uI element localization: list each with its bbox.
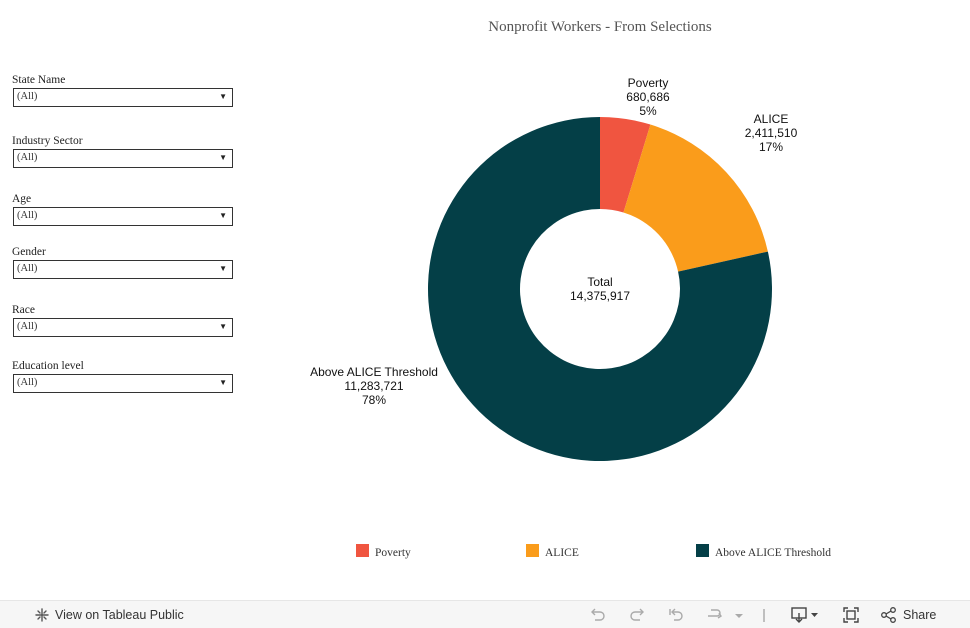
slice-label-percent: 5% bbox=[639, 104, 657, 118]
age-dropdown[interactable]: (All) ▼ bbox=[13, 207, 233, 226]
slice-label-percent: 17% bbox=[759, 140, 783, 154]
download-icon[interactable] bbox=[790, 606, 822, 624]
slice-label-value: 11,283,721 bbox=[344, 379, 403, 393]
dropdown-value: (All) bbox=[17, 377, 38, 388]
dropdown-arrow-icon: ▼ bbox=[219, 92, 227, 101]
center-total-value: 14,375,917 bbox=[570, 289, 630, 303]
share-button[interactable]: Share bbox=[903, 608, 937, 622]
filter-industry-sector: Industry Sector (All) ▼ bbox=[12, 133, 234, 168]
share-icon[interactable] bbox=[880, 606, 898, 624]
filter-label: Education level bbox=[12, 360, 84, 372]
revert-icon[interactable] bbox=[667, 606, 685, 624]
refresh-icon[interactable] bbox=[705, 606, 723, 624]
filter-label: Race bbox=[12, 304, 35, 316]
filter-state-name: State Name (All) ▼ bbox=[12, 72, 234, 107]
chart-legend: Poverty ALICE Above ALICE Threshold bbox=[0, 544, 970, 564]
filter-education-level: Education level (All) ▼ bbox=[12, 358, 234, 393]
dropdown-value: (All) bbox=[17, 210, 38, 221]
legend-label: Above ALICE Threshold bbox=[715, 547, 832, 559]
chart-title: Nonprofit Workers - From Selections bbox=[488, 19, 712, 35]
slice-label-percent: 78% bbox=[362, 393, 386, 407]
fullscreen-icon[interactable] bbox=[842, 606, 860, 624]
legend-swatch-above-alice bbox=[696, 544, 709, 557]
dropdown-arrow-icon: ▼ bbox=[219, 378, 227, 387]
pause-dropdown-icon[interactable] bbox=[733, 606, 745, 624]
slice-label-value: 2,411,510 bbox=[745, 126, 798, 140]
filter-age: Age (All) ▼ bbox=[12, 191, 234, 226]
center-label: Total bbox=[587, 275, 612, 289]
filter-label: Age bbox=[12, 193, 32, 205]
slice-label-name: ALICE bbox=[754, 112, 789, 126]
donut-slice-alice[interactable] bbox=[623, 124, 768, 272]
dropdown-arrow-icon: ▼ bbox=[219, 264, 227, 273]
slice-label-name: Above ALICE Threshold bbox=[310, 365, 438, 379]
dropdown-value: (All) bbox=[17, 91, 38, 102]
tableau-toolbar: View on Tableau Public Share bbox=[0, 600, 970, 628]
dropdown-arrow-icon: ▼ bbox=[219, 211, 227, 220]
slice-label-name: Poverty bbox=[628, 76, 669, 90]
legend-label: ALICE bbox=[545, 547, 579, 559]
dropdown-value: (All) bbox=[17, 321, 38, 332]
race-dropdown[interactable]: (All) ▼ bbox=[13, 318, 233, 337]
toolbar-divider bbox=[763, 609, 765, 622]
state-name-dropdown[interactable]: (All) ▼ bbox=[13, 88, 233, 107]
legend-swatch-alice bbox=[526, 544, 539, 557]
dropdown-arrow-icon: ▼ bbox=[219, 322, 227, 331]
filter-gender: Gender (All) ▼ bbox=[12, 244, 234, 279]
dropdown-arrow-icon: ▼ bbox=[219, 153, 227, 162]
donut-slice-poverty[interactable] bbox=[600, 117, 651, 213]
undo-icon[interactable] bbox=[589, 606, 607, 624]
industry-sector-dropdown[interactable]: (All) ▼ bbox=[13, 149, 233, 168]
dropdown-value: (All) bbox=[17, 263, 38, 274]
view-on-tableau-public-label: View on Tableau Public bbox=[55, 608, 184, 622]
filter-label: Industry Sector bbox=[12, 135, 83, 147]
filter-label: Gender bbox=[12, 246, 46, 258]
slice-label-value: 680,686 bbox=[626, 90, 670, 104]
tableau-logo-icon bbox=[35, 608, 49, 622]
donut-slice-above-alice-threshold[interactable] bbox=[428, 117, 772, 461]
legend-swatch-poverty bbox=[356, 544, 369, 557]
legend-label: Poverty bbox=[375, 547, 411, 559]
dropdown-value: (All) bbox=[17, 152, 38, 163]
education-level-dropdown[interactable]: (All) ▼ bbox=[13, 374, 233, 393]
gender-dropdown[interactable]: (All) ▼ bbox=[13, 260, 233, 279]
filter-race: Race (All) ▼ bbox=[12, 302, 234, 337]
filter-label: State Name bbox=[12, 74, 66, 86]
redo-icon[interactable] bbox=[628, 606, 646, 624]
